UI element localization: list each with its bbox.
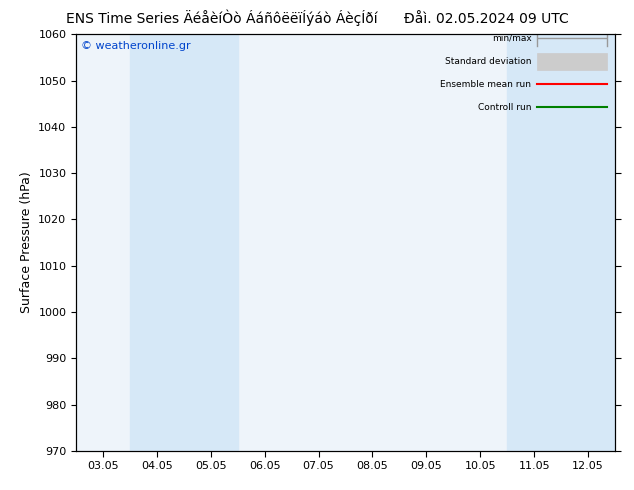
Text: Ensemble mean run: Ensemble mean run — [441, 80, 531, 89]
Text: min/max: min/max — [492, 34, 531, 43]
Text: ENS Time Series ÄéåèíÒò ÁáñôëëïÍýáò ÁèçÍðí      Đåì. 02.05.2024 09 UTC: ENS Time Series ÄéåèíÒò ÁáñôëëïÍýáò ÁèçÍ… — [66, 10, 568, 26]
Bar — [537, 53, 607, 70]
Bar — [130, 34, 238, 451]
Text: Controll run: Controll run — [478, 103, 531, 112]
Bar — [507, 34, 615, 451]
Text: © weatheronline.gr: © weatheronline.gr — [81, 41, 191, 50]
Text: Standard deviation: Standard deviation — [445, 57, 531, 66]
Y-axis label: Surface Pressure (hPa): Surface Pressure (hPa) — [20, 172, 33, 314]
